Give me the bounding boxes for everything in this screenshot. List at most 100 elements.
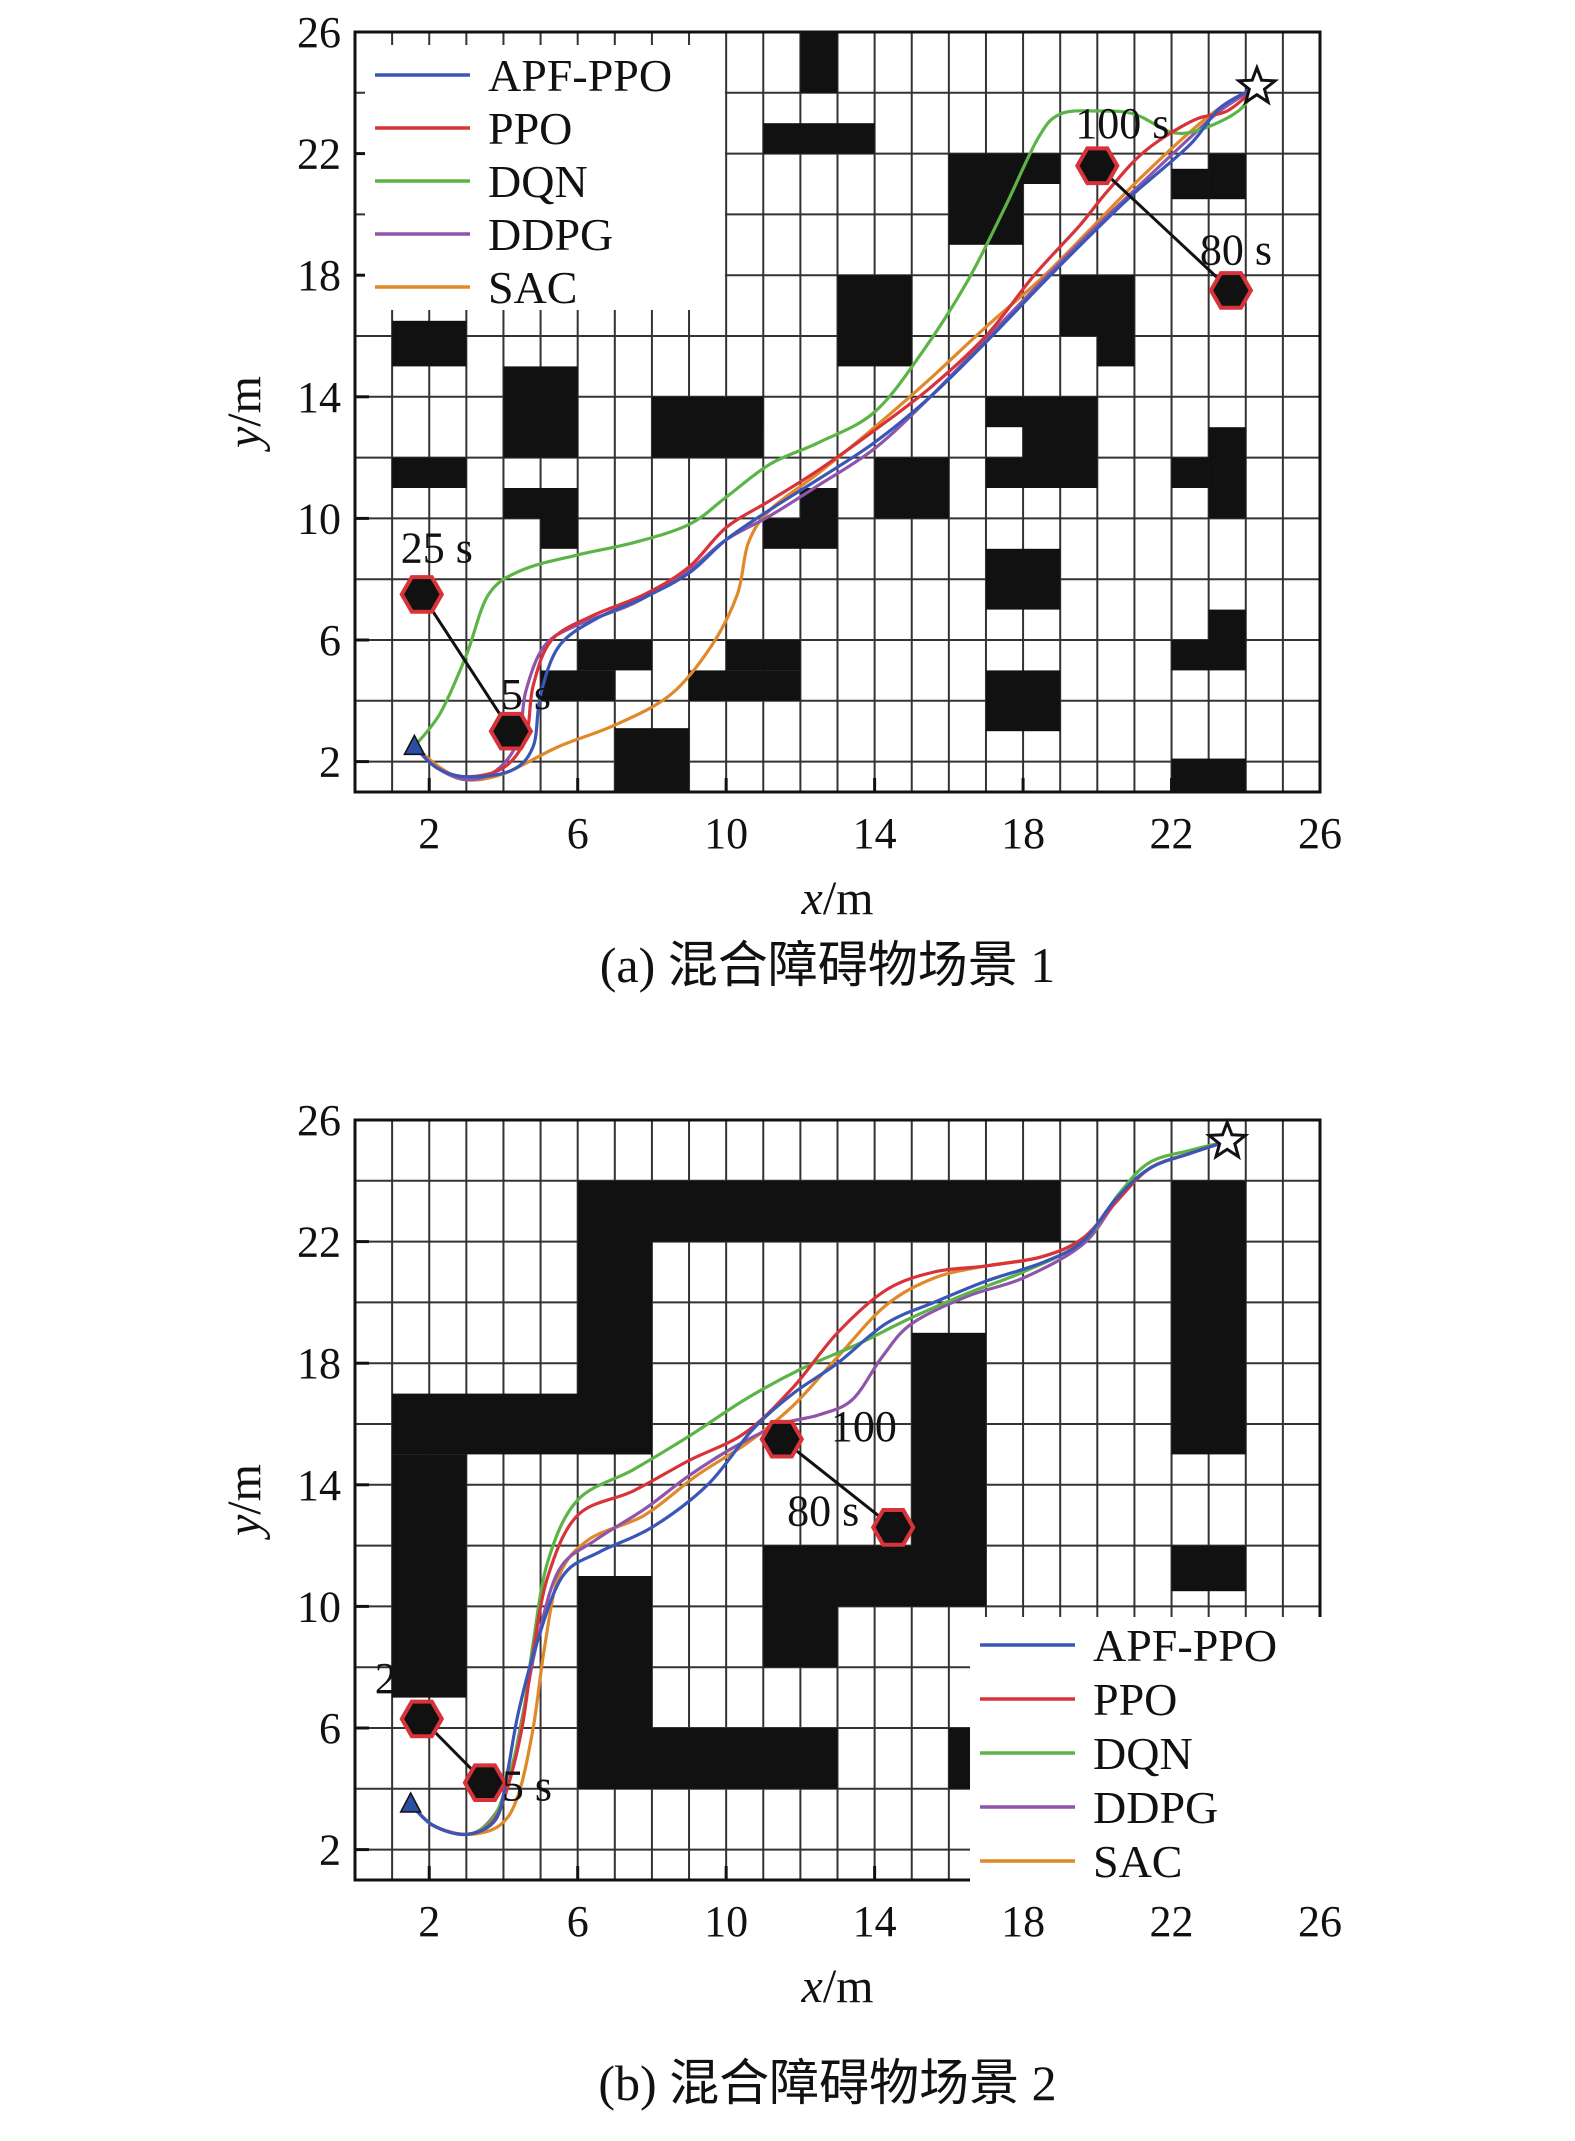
moving-obstacle-marker <box>399 575 445 614</box>
obstacle-block <box>1171 1545 1246 1592</box>
moving-obstacles: 25 s 5 s 80 s 100 s <box>399 99 1272 751</box>
legend-background <box>365 45 725 310</box>
x-tick-label: 10 <box>704 809 748 858</box>
y-axis-label-unit: /m <box>218 376 271 427</box>
x-axis-label-unit: /m <box>823 1960 874 2013</box>
y-tick-label: 2 <box>319 738 341 787</box>
moving-obstacle-label-end: 5 s <box>501 670 551 719</box>
obstacle-block <box>1171 758 1246 792</box>
moving-obstacle-label-start: 25 s <box>401 523 473 572</box>
moving-obstacle-marker <box>870 1508 916 1547</box>
y-tick-label: 14 <box>297 1461 341 1510</box>
y-tick-label: 14 <box>297 373 341 422</box>
obstacle-block <box>1171 640 1246 671</box>
x-tick-label: 14 <box>853 809 897 858</box>
panel-caption: (a) 混合障碍物场景 1 <box>600 937 1056 993</box>
x-tick-label: 2 <box>418 1897 440 1946</box>
obstacle-block <box>577 640 652 671</box>
obstacle-block <box>1023 396 1098 458</box>
obstacle-block <box>985 457 1098 488</box>
legend-label-sac: SAC <box>488 262 577 313</box>
moving-obstacle-marker <box>399 1699 445 1739</box>
series-group <box>409 1139 1229 1837</box>
x-tick-label: 14 <box>853 1897 897 1946</box>
obstacle-block <box>1208 609 1246 640</box>
start-marker <box>403 733 426 756</box>
legend-label-apf-ppo: APF-PPO <box>1093 1620 1277 1671</box>
obstacles <box>392 1180 1246 1789</box>
obstacle-block <box>392 1393 652 1455</box>
legend-label-dqn: DQN <box>1093 1728 1193 1779</box>
obstacle-block <box>689 670 801 701</box>
obstacles <box>392 32 1246 792</box>
obstacle-block <box>726 640 801 671</box>
obstacle-block <box>577 1728 838 1789</box>
legend-label-apf-ppo: APF-PPO <box>488 50 672 101</box>
moving-obstacle-label-start: 80 s <box>1200 225 1272 274</box>
moving-obstacle-marker <box>488 711 534 751</box>
obstacle-block <box>540 518 578 549</box>
obstacle-block <box>1208 153 1246 200</box>
obstacle-block <box>985 396 1024 428</box>
obstacle-block <box>503 488 578 519</box>
moving-obstacle-marker <box>1074 146 1120 186</box>
obstacle-block <box>911 1332 986 1607</box>
plot-frame <box>353 30 1322 794</box>
x-tick-label: 6 <box>567 1897 589 1946</box>
x-axis-label-var: x <box>801 1960 823 2013</box>
x-tick-label: 26 <box>1298 809 1342 858</box>
legend-label-ddpg: DDPG <box>1093 1782 1218 1833</box>
obstacle-block <box>1097 336 1135 367</box>
plot-frame <box>353 1118 1322 1882</box>
obstacle-block <box>577 1180 1061 1242</box>
obstacle-block <box>837 275 912 367</box>
obstacle-block <box>1171 1180 1246 1455</box>
y-tick-label: 22 <box>297 130 341 179</box>
y-tick-label: 10 <box>297 1582 341 1631</box>
moving-obstacle-path <box>420 593 513 733</box>
obstacle-block <box>540 670 615 701</box>
moving-obstacle-marker <box>462 1763 508 1802</box>
moving-obstacle-label-end: 5 s <box>502 1762 552 1811</box>
x-axis-label: x/m <box>801 872 874 925</box>
start-marker <box>399 1791 422 1813</box>
moving-obstacle-label-start: 80 s <box>787 1486 859 1535</box>
series-group <box>412 85 1259 782</box>
obstacle-block <box>763 518 838 549</box>
goal-marker <box>1234 63 1280 106</box>
obstacle-block <box>392 1454 467 1698</box>
legend-label-sac: SAC <box>1093 1836 1182 1887</box>
series-line-apf-ppo <box>412 85 1259 779</box>
obstacle-block <box>726 396 764 428</box>
y-axis-label-var: y <box>218 1514 271 1541</box>
y-tick-label: 26 <box>297 1096 341 1145</box>
obstacle-block <box>1171 168 1209 200</box>
y-axis-label: y/m <box>218 1464 271 1541</box>
y-tick-label: 18 <box>297 251 341 300</box>
moving-obstacle-marker <box>759 1419 805 1459</box>
moving-obstacle-label-end: 100 <box>831 1402 897 1451</box>
obstacle-block <box>874 457 949 519</box>
x-tick-label: 18 <box>1001 1897 1045 1946</box>
moving-obstacle-label-start: 25 <box>375 1654 419 1703</box>
y-tick-label: 10 <box>297 494 341 543</box>
x-tick-label: 22 <box>1150 809 1194 858</box>
obstacle-block <box>1171 457 1209 488</box>
obstacle-block <box>1060 275 1135 336</box>
obstacle-block <box>392 457 467 488</box>
y-axis-label-unit: /m <box>218 1464 271 1515</box>
moving-obstacles: 25 5 s 80 s 100 <box>375 1402 916 1811</box>
x-tick-label: 26 <box>1298 1897 1342 1946</box>
obstacle-block <box>1208 427 1246 519</box>
legend-label-dqn: DQN <box>488 156 588 207</box>
x-tick-label: 10 <box>704 1897 748 1946</box>
legend-label-ppo: PPO <box>1093 1674 1177 1725</box>
y-axis-label-var: y <box>218 426 271 453</box>
y-tick-label: 6 <box>319 616 341 665</box>
y-axis-label: y/m <box>218 376 271 453</box>
goal-marker <box>1205 1118 1250 1161</box>
